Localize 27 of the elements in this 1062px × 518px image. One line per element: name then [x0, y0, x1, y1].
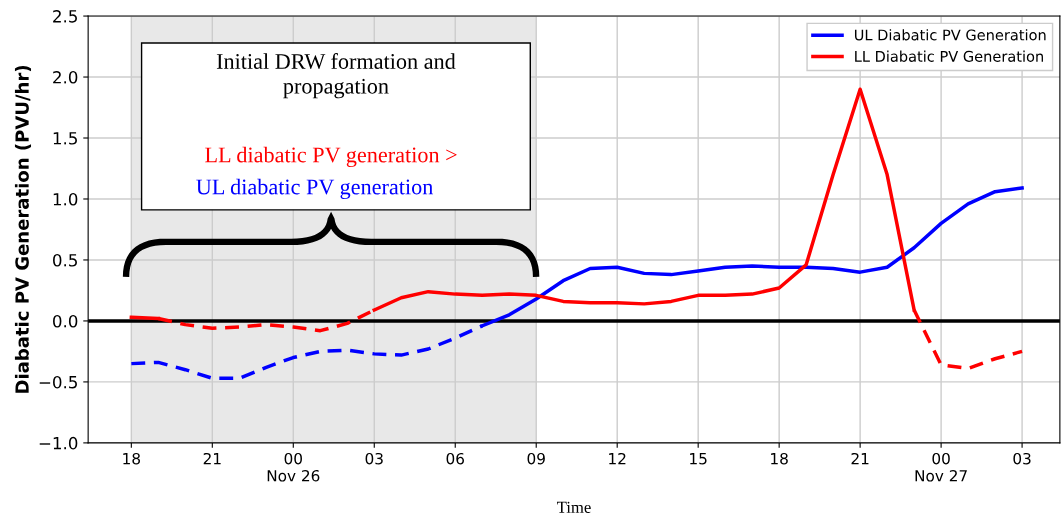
y-tick-label: 0.5	[53, 253, 77, 267]
annotation: LL diabatic PV generation >	[205, 146, 457, 168]
y-tick-label: 1.5	[53, 132, 77, 145]
x-tick-label: 18	[771, 452, 788, 465]
x-tick-label: 03	[1013, 452, 1031, 465]
legend-label: LL Diabatic PV Generation	[855, 50, 1043, 62]
y-tick-label: 0.0	[53, 314, 78, 328]
y-tick-label: 1.0	[53, 192, 78, 206]
x-tick-label: 18	[123, 452, 141, 465]
x-tick-label: 00 Nov 27	[915, 452, 967, 482]
x-tick-label: 21	[851, 452, 869, 465]
annotation: UL diabatic PV generation	[196, 178, 434, 200]
x-tick-label: 09	[527, 452, 545, 465]
x-tick-label: 03	[365, 452, 383, 465]
x-tick-label: 06	[446, 452, 464, 465]
y-tick-label: 2.5	[53, 10, 77, 23]
y-tick-label: 2.0	[53, 71, 78, 84]
y-tick-label: −1.0	[39, 436, 78, 450]
x-axis-title: Time	[557, 501, 591, 513]
legend-label: UL Diabatic PV Generation	[854, 29, 1046, 41]
y-tick-label: −0.5	[39, 375, 77, 389]
x-tick-label: 15	[690, 453, 707, 465]
x-tick-label: 00 Nov 26	[267, 452, 320, 482]
x-tick-label: 21	[203, 452, 221, 465]
annotation: Initial DRW formation and propagation	[216, 53, 456, 99]
y-axis-title: Diabatic PV Generation (PVU/hr)	[14, 65, 32, 393]
x-tick-label: 12	[609, 452, 626, 465]
